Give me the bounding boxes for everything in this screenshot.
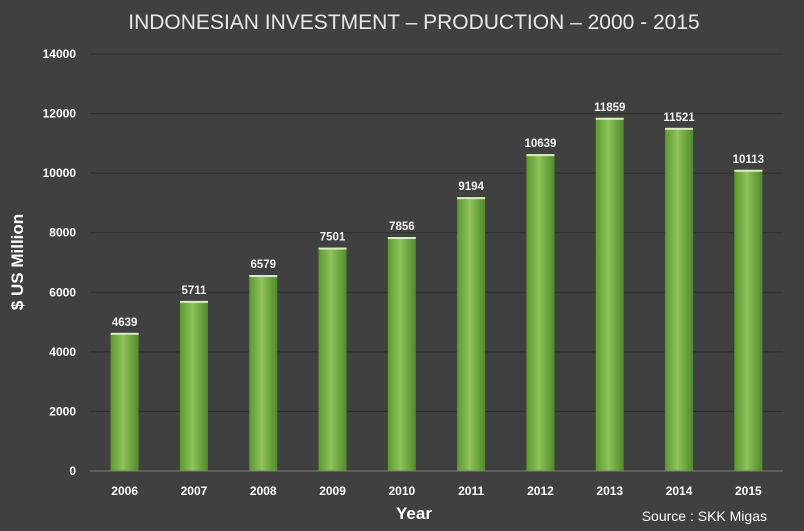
bar-2011 bbox=[457, 197, 486, 471]
bar-top-highlight bbox=[595, 117, 624, 120]
data-label-2008: 6579 bbox=[250, 259, 276, 271]
bar-2015 bbox=[734, 169, 763, 471]
data-label-2006: 4639 bbox=[112, 317, 138, 329]
bar-top-highlight bbox=[179, 300, 208, 303]
x-tick-label: 2012 bbox=[527, 484, 554, 498]
bar-2010 bbox=[387, 237, 416, 471]
data-labels: 4639 5711 6579 7501 7856 9194 10639 11859 11521 1… bbox=[112, 102, 764, 329]
data-label-2011: 9194 bbox=[458, 181, 484, 193]
bar-top-highlight bbox=[318, 247, 347, 250]
bar-2014 bbox=[665, 127, 694, 472]
y-axis-title: $ US Million bbox=[8, 214, 27, 310]
x-tick-label: 2011 bbox=[458, 484, 484, 498]
x-tick-label: 2008 bbox=[250, 484, 277, 498]
bar-top-highlight bbox=[110, 332, 139, 335]
bar-2009 bbox=[318, 247, 347, 471]
bar-top-highlight bbox=[734, 169, 763, 172]
bar-top-highlight bbox=[526, 154, 555, 157]
x-tick-label: 2007 bbox=[181, 484, 208, 498]
y-tick-label: 2000 bbox=[49, 404, 76, 418]
bar-top-highlight bbox=[665, 127, 694, 130]
y-axis-ticks: 0 2000 4000 6000 8000 10000 12000 14000 bbox=[43, 47, 77, 478]
y-tick-label: 14000 bbox=[43, 47, 77, 61]
bar-top-highlight bbox=[457, 197, 486, 200]
data-label-2014: 11521 bbox=[663, 112, 695, 124]
data-label-2012: 10639 bbox=[524, 138, 556, 150]
y-tick-label: 8000 bbox=[49, 226, 76, 240]
bar-top-highlight bbox=[387, 237, 416, 240]
data-label-2010: 7856 bbox=[389, 221, 415, 233]
x-axis-title: Year bbox=[396, 504, 432, 523]
y-tick-label: 0 bbox=[69, 464, 76, 478]
data-label-2009: 7501 bbox=[320, 232, 346, 244]
y-tick-label: 4000 bbox=[49, 345, 76, 359]
data-label-2007: 5711 bbox=[181, 285, 207, 297]
x-tick-label: 2010 bbox=[388, 484, 415, 498]
x-tick-label: 2006 bbox=[111, 484, 138, 498]
y-tick-label: 12000 bbox=[43, 107, 77, 121]
chart-title: INDONESIAN INVESTMENT – PRODUCTION – 200… bbox=[128, 11, 699, 34]
source-note: Source : SKK Migas bbox=[642, 508, 767, 524]
bar-top-highlight bbox=[249, 275, 278, 278]
data-label-2013: 11859 bbox=[594, 102, 625, 114]
x-tick-label: 2015 bbox=[735, 484, 762, 498]
bars bbox=[110, 117, 763, 472]
x-tick-label: 2014 bbox=[666, 484, 693, 498]
bar-2013 bbox=[595, 117, 624, 472]
bar-2012 bbox=[526, 154, 555, 471]
y-tick-label: 10000 bbox=[43, 166, 77, 180]
y-tick-label: 6000 bbox=[49, 285, 76, 299]
x-axis-ticks: 2006 2007 2008 2009 2010 2011 2012 2013 2014 2015 bbox=[111, 484, 762, 498]
data-label-2015: 10113 bbox=[733, 154, 764, 166]
x-tick-label: 2009 bbox=[319, 484, 346, 498]
x-tick-label: 2013 bbox=[596, 484, 623, 498]
bar-2007 bbox=[179, 300, 208, 471]
bar-2008 bbox=[249, 275, 278, 471]
bar-2006 bbox=[110, 332, 139, 471]
